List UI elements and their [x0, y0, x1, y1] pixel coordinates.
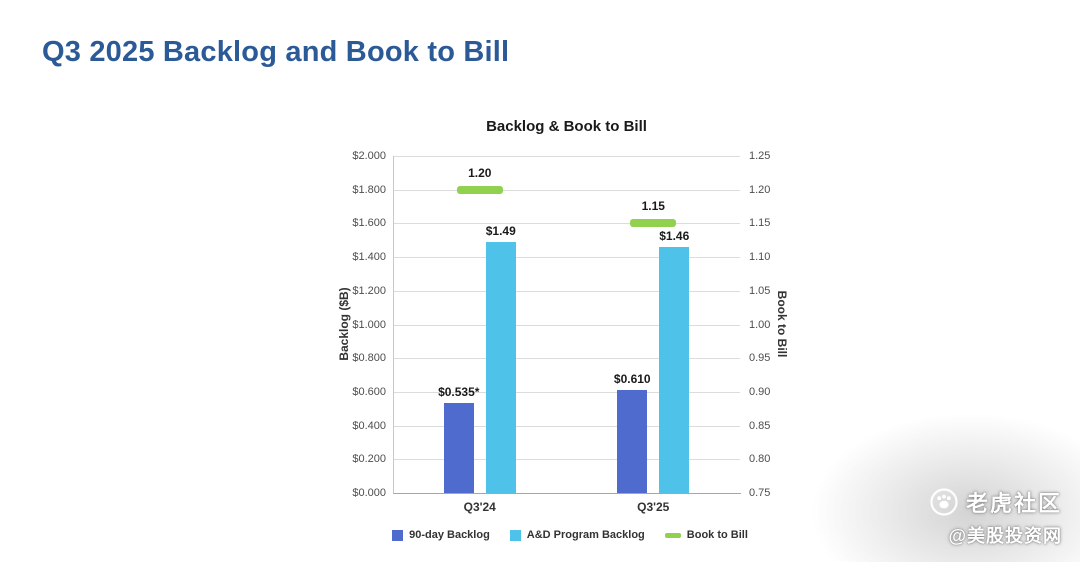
left-axis-tick-label: $0.600: [352, 385, 386, 398]
left-axis-tick-label: $0.800: [352, 352, 386, 365]
left-axis-tick-label: $1.200: [352, 284, 386, 297]
bar-90-day-backlog: [443, 402, 474, 493]
right-axis-ticks: 1.25 1.20 1.15 1.10 1.05 1.00 0.95 0.90 0.85 0.80…: [330, 112, 810, 557]
right-axis-tick-label: 0.90: [749, 385, 771, 398]
watermark: 老虎社区 @美股投资网: [930, 486, 1062, 548]
right-axis-tick-label: 1.20: [749, 183, 771, 196]
category-label: Q3'25: [637, 500, 670, 514]
plot-area: [393, 156, 741, 494]
right-axis-tick-label: 1.10: [749, 251, 771, 264]
page-title: Q3 2025 Backlog and Book to Bill: [42, 36, 510, 68]
right-axis-tick-label: 1.25: [749, 150, 771, 162]
right-axis-tick-label: 0.80: [749, 453, 771, 466]
a-d-program-backlog-swatch: [509, 529, 521, 541]
right-axis-tick-label: 1.15: [749, 217, 771, 230]
gridline: [393, 257, 740, 259]
gridlines: [330, 112, 810, 557]
gridline: [393, 358, 740, 360]
legend: 90-day Backlog A&D Program Backlog Book to…: [330, 529, 810, 541]
data-label-90-day-backlog: $0.610: [613, 372, 651, 387]
watermark-handle: @美股投资网: [948, 526, 1062, 546]
watermark-row: 老虎社区: [930, 486, 1062, 518]
bars-layer: [330, 112, 810, 557]
left-axis-tick-label: $0.000: [352, 487, 386, 499]
legend-label: 90-day Backlog: [409, 529, 490, 541]
marker-book-to-bill: [456, 185, 503, 194]
gridline: [393, 324, 740, 326]
data-label-90-day-backlog: $0.535*: [438, 384, 480, 399]
right-axis-tick-label: 0.85: [749, 419, 771, 432]
data-label-book-to-bill: 1.20: [468, 165, 492, 180]
legend-item-a-d-program-backlog: A&D Program Backlog: [509, 529, 645, 541]
left-axis-tick-label: $2.000: [352, 150, 386, 162]
legend-item-90-day-backlog: 90-day Backlog: [392, 529, 490, 541]
watermark-brand: 老虎社区: [965, 491, 1062, 516]
data-label-a-d-program-backlog: $1.46: [659, 228, 690, 243]
tiger-paw-logo-icon: [930, 488, 958, 516]
gridline: [393, 391, 740, 393]
legend-label: Book to Bill: [686, 529, 748, 541]
book-to-bill-swatch: [664, 532, 681, 538]
gridline: [393, 156, 740, 157]
left-axis-tick-label: $1.000: [352, 318, 386, 331]
bar-a-d-program-backlog: [659, 246, 690, 493]
data-labels: $0.535* $0.610 $1.49 $1.46 1.20 1.15: [330, 112, 810, 557]
legend-item-book-to-bill: Book to Bill: [664, 529, 748, 541]
right-axis-tick-label: 1.00: [749, 318, 771, 331]
left-axis-tick-label: $0.400: [352, 419, 386, 432]
left-axis-tick-label: $1.600: [352, 217, 386, 230]
bar-a-d-program-backlog: [485, 241, 516, 493]
left-axis-tick-label: $0.200: [352, 453, 386, 466]
data-label-book-to-bill: 1.15: [641, 199, 665, 214]
right-axis-tick-label: 0.95: [749, 352, 771, 365]
left-axis-tick-label: $1.800: [352, 183, 386, 196]
left-axis-ticks: $2.000 $1.800 $1.600 $1.400 $1.200 $1.000 $0.8…: [330, 112, 810, 557]
gridline: [393, 425, 740, 427]
gridline: [393, 189, 740, 191]
bar-90-day-backlog: [617, 390, 648, 493]
legend-label: A&D Program Backlog: [526, 529, 645, 541]
left-axis-tick-label: $1.400: [352, 251, 386, 264]
90-day-backlog-swatch: [392, 529, 404, 541]
category-labels: Q3'24 Q3'25: [330, 112, 810, 557]
gridline: [393, 459, 740, 461]
gridline: [393, 223, 740, 225]
gridline: [393, 290, 740, 292]
right-axis-tick-label: 1.05: [749, 284, 771, 297]
chart-title: Backlog & Book to Bill: [486, 118, 647, 135]
marker-book-to-bill: [630, 219, 677, 228]
right-axis-tick-label: 0.75: [749, 487, 771, 499]
watermark-shade: [810, 412, 1080, 562]
chart: Backlog & Book to Bill Backlog ($B) Book…: [330, 112, 810, 557]
category-label: Q3'24: [463, 500, 496, 514]
data-label-a-d-program-backlog: $1.49: [485, 223, 516, 238]
